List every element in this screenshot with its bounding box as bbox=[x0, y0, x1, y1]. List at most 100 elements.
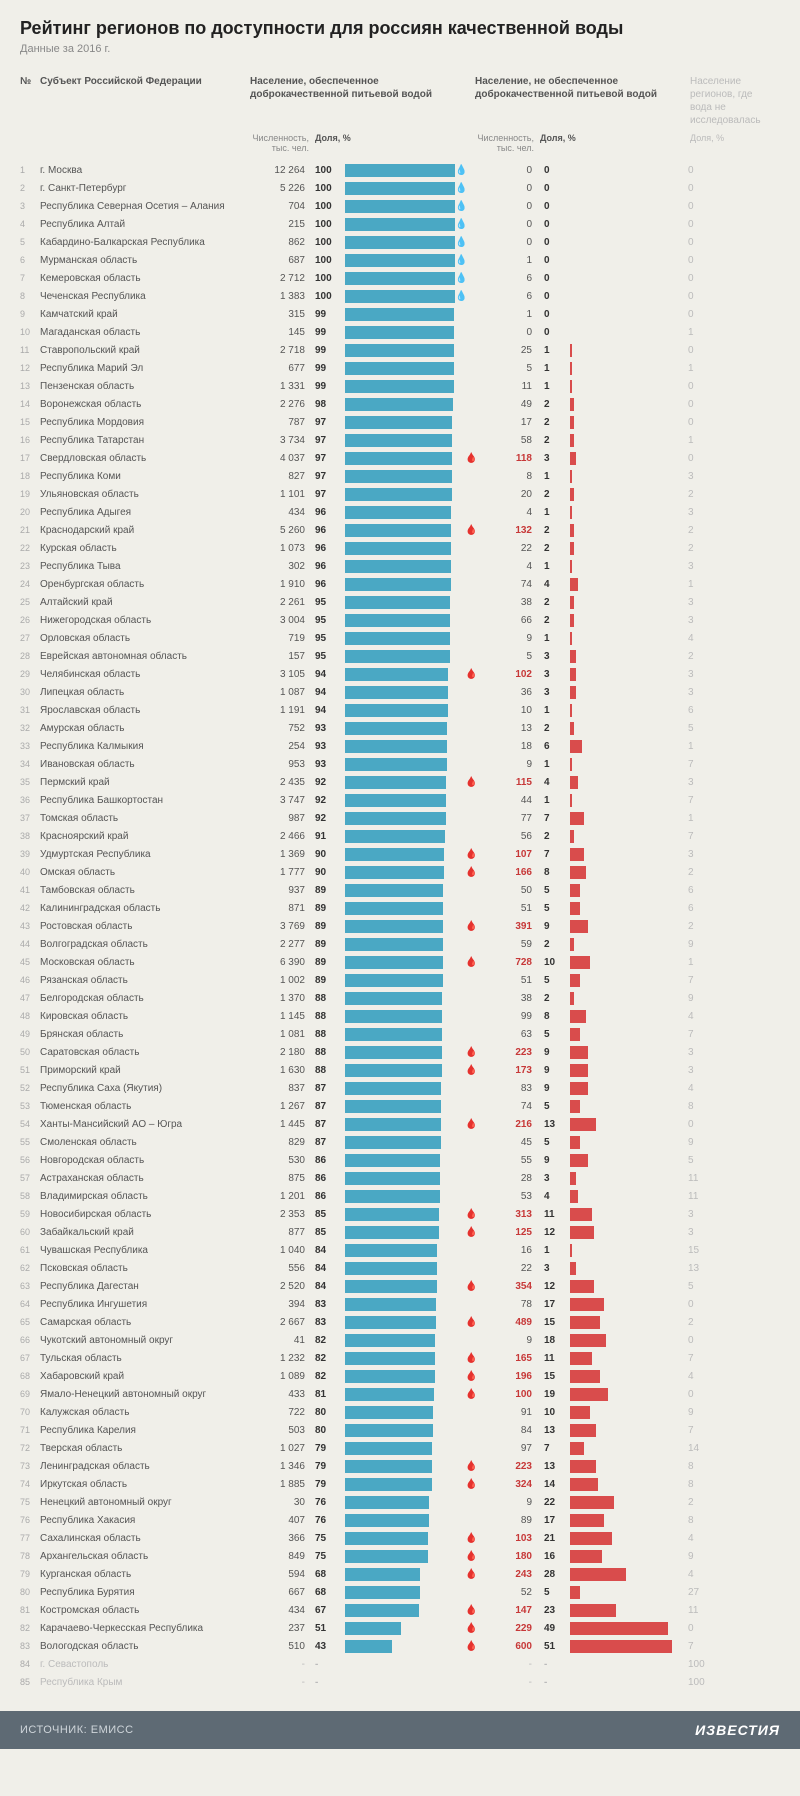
good-pop: 3 734 bbox=[240, 435, 315, 446]
bad-bar bbox=[570, 830, 680, 843]
row-number: 38 bbox=[20, 831, 40, 841]
bad-pop: 9 bbox=[475, 759, 540, 770]
table-row: 63Республика Дагестан2 52084🩸354125 bbox=[20, 1277, 780, 1295]
bad-pop: 20 bbox=[475, 489, 540, 500]
row-number: 16 bbox=[20, 435, 40, 445]
good-pct: 99 bbox=[315, 363, 345, 374]
good-pct: 93 bbox=[315, 723, 345, 734]
good-pop: 1 910 bbox=[240, 579, 315, 590]
good-bar bbox=[345, 524, 455, 537]
region-name: Кировская область bbox=[40, 1011, 240, 1022]
bad-bar bbox=[570, 488, 680, 501]
na-pct: 3 bbox=[680, 561, 750, 572]
good-pct: 87 bbox=[315, 1083, 345, 1094]
bad-pct: 2 bbox=[540, 489, 570, 500]
table-row: 50Саратовская область2 18088🩸22393 bbox=[20, 1043, 780, 1061]
table-row: 36Республика Башкортостан3 747924417 bbox=[20, 791, 780, 809]
good-pop: 877 bbox=[240, 1227, 315, 1238]
bad-pop: 63 bbox=[475, 1029, 540, 1040]
bad-bar bbox=[570, 668, 680, 681]
hot-drop-icon: 🩸 bbox=[465, 957, 475, 968]
good-bar bbox=[345, 1118, 455, 1131]
good-pop: 5 226 bbox=[240, 183, 315, 194]
row-number: 46 bbox=[20, 975, 40, 985]
good-pop: 667 bbox=[240, 1587, 315, 1598]
na-pct: 0 bbox=[680, 1119, 750, 1130]
na-pct: 100 bbox=[680, 1659, 750, 1670]
row-number: 56 bbox=[20, 1155, 40, 1165]
row-number: 22 bbox=[20, 543, 40, 553]
row-number: 84 bbox=[20, 1659, 40, 1669]
bad-pop: 74 bbox=[475, 579, 540, 590]
table-row: 48Кировская область1 145889984 bbox=[20, 1007, 780, 1025]
table-row: 34Ивановская область95393917 bbox=[20, 755, 780, 773]
na-pct: 2 bbox=[680, 651, 750, 662]
good-bar bbox=[345, 1028, 455, 1041]
bad-pop: 91 bbox=[475, 1407, 540, 1418]
table-row: 65Самарская область2 66783🩸489152 bbox=[20, 1313, 780, 1331]
row-number: 62 bbox=[20, 1263, 40, 1273]
bad-pop: 9 bbox=[475, 633, 540, 644]
row-number: 32 bbox=[20, 723, 40, 733]
table-row: 62Псковская область5568422313 bbox=[20, 1259, 780, 1277]
bad-bar bbox=[570, 1262, 680, 1275]
na-pct: 3 bbox=[680, 507, 750, 518]
bad-pop: 147 bbox=[475, 1605, 540, 1616]
good-pct: 100 bbox=[315, 183, 345, 194]
row-number: 70 bbox=[20, 1407, 40, 1417]
row-number: 6 bbox=[20, 255, 40, 265]
bad-pop: - bbox=[475, 1677, 540, 1688]
na-pct: 9 bbox=[680, 993, 750, 1004]
row-number: 67 bbox=[20, 1353, 40, 1363]
good-pct: - bbox=[315, 1659, 345, 1670]
good-pct: 96 bbox=[315, 543, 345, 554]
bad-bar bbox=[570, 1226, 680, 1239]
good-pct: 68 bbox=[315, 1569, 345, 1580]
good-bar bbox=[345, 848, 455, 861]
bad-pop: 89 bbox=[475, 1515, 540, 1526]
good-bar bbox=[345, 740, 455, 753]
bad-pct: 13 bbox=[540, 1461, 570, 1472]
good-pop: 1 630 bbox=[240, 1065, 315, 1076]
good-bar bbox=[345, 1334, 455, 1347]
hot-drop-icon: 🩸 bbox=[465, 849, 475, 860]
good-pct: 90 bbox=[315, 849, 345, 860]
table-row: 60Забайкальский край87785🩸125123 bbox=[20, 1223, 780, 1241]
na-pct: 8 bbox=[680, 1515, 750, 1526]
bad-bar bbox=[570, 452, 680, 465]
region-name: г. Севастополь bbox=[40, 1659, 240, 1670]
na-pct: 13 bbox=[680, 1263, 750, 1274]
row-number: 2 bbox=[20, 183, 40, 193]
na-pct: 6 bbox=[680, 885, 750, 896]
region-name: Псковская область bbox=[40, 1263, 240, 1274]
bad-pct: 9 bbox=[540, 1065, 570, 1076]
bad-bar bbox=[570, 1172, 680, 1185]
row-number: 12 bbox=[20, 363, 40, 373]
good-pop: 510 bbox=[240, 1641, 315, 1652]
bad-pct: 3 bbox=[540, 453, 570, 464]
good-pop: 987 bbox=[240, 813, 315, 824]
bad-pop: 103 bbox=[475, 1533, 540, 1544]
na-pct: 0 bbox=[680, 273, 750, 284]
bad-pop: 38 bbox=[475, 597, 540, 608]
row-number: 5 bbox=[20, 237, 40, 247]
good-bar bbox=[345, 1082, 455, 1095]
bad-bar bbox=[570, 542, 680, 555]
good-pop: 829 bbox=[240, 1137, 315, 1148]
good-pop: 1 089 bbox=[240, 1371, 315, 1382]
bad-pct: 5 bbox=[540, 903, 570, 914]
region-name: Пермский край bbox=[40, 777, 240, 788]
good-bar bbox=[345, 398, 455, 411]
good-pct: 95 bbox=[315, 615, 345, 626]
good-bar bbox=[345, 830, 455, 843]
region-name: Тверская область bbox=[40, 1443, 240, 1454]
footer: ИСТОЧНИК: ЕМИСС ИЗВЕСТИЯ bbox=[0, 1711, 800, 1749]
bad-bar bbox=[570, 524, 680, 537]
bad-pct: 11 bbox=[540, 1353, 570, 1364]
bad-bar bbox=[570, 1604, 680, 1617]
good-pct: 100 bbox=[315, 165, 345, 176]
good-pop: 2 667 bbox=[240, 1317, 315, 1328]
bad-pop: - bbox=[475, 1659, 540, 1670]
good-bar bbox=[345, 1478, 455, 1491]
good-pop: - bbox=[240, 1677, 315, 1688]
